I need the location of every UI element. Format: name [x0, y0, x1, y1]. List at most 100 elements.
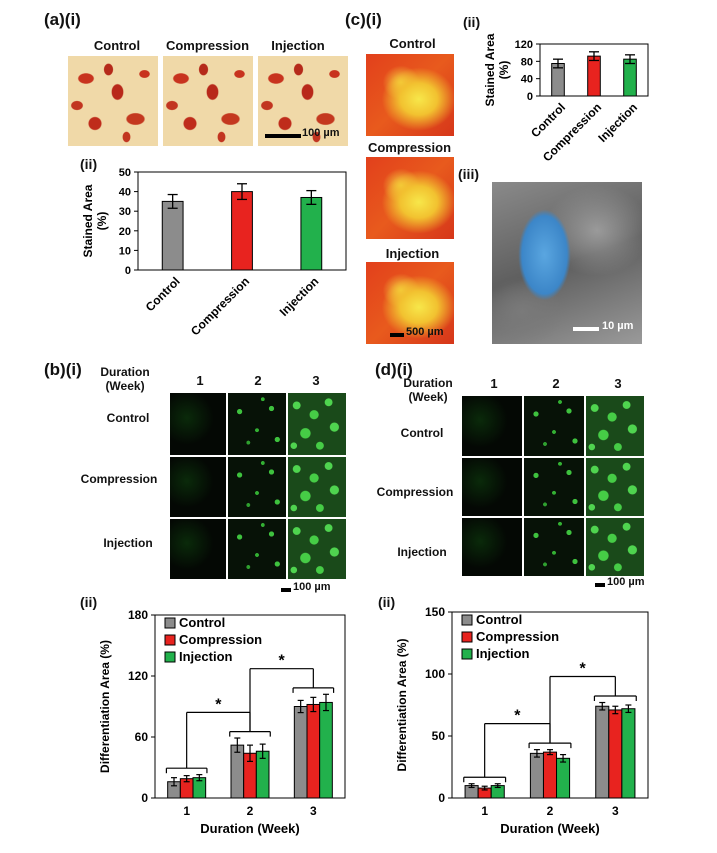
a-scale-bar — [265, 134, 301, 138]
b-ii-ytick-label: 0 — [141, 791, 148, 805]
c-ii-ytick-label: 40 — [521, 74, 533, 86]
d-ii-bar-compression-w3 — [608, 709, 623, 799]
c-ii-ytick-label: 80 — [521, 56, 533, 68]
c-ii-bar-compression — [587, 55, 601, 97]
c-micrograph-compression — [366, 157, 454, 239]
b-row-compression: Compression — [80, 472, 158, 486]
a-micrograph-control — [68, 56, 158, 146]
d-ii-legend-swatch-control — [461, 614, 473, 626]
d-ii-ytick-label: 100 — [425, 667, 445, 681]
d-ii-xtick-label: 3 — [612, 804, 619, 818]
d-ii-ytick-label: 0 — [438, 791, 445, 805]
c-title-control: Control — [389, 36, 436, 51]
c-title-injection: Injection — [385, 246, 440, 261]
d-col-3: 3 — [614, 376, 622, 391]
b-ii-sig-star: * — [215, 696, 222, 713]
panel-d-label: (d)(i) — [375, 360, 413, 379]
d-ii-sig-star: * — [514, 708, 521, 725]
d-image-compression-w2 — [524, 458, 584, 516]
d-ii-legend-label-control: Control — [476, 612, 522, 627]
d-ii-xlabel: Duration (Week) — [500, 821, 599, 836]
d-ii-legend-swatch-compression — [461, 631, 473, 643]
a-ii-label: (ii) — [80, 156, 98, 172]
a-ii-xtick-label: Injection — [277, 274, 322, 319]
a-ii-ytick-label: 50 — [119, 167, 131, 179]
a-micrograph-injection — [258, 56, 348, 146]
c-scale-text: 500 µm — [406, 326, 444, 338]
b-col-3: 3 — [312, 373, 320, 388]
b-ii-xtick-label: 1 — [183, 804, 190, 818]
b-ii-legend-swatch-injection — [164, 651, 176, 663]
a-ii-bar-injection — [300, 196, 323, 271]
d-image-injection-w1 — [462, 518, 522, 576]
c-ii-ytick-label: 120 — [515, 39, 533, 51]
d-image-injection-w2 — [524, 518, 584, 576]
d-image-compression-w3 — [586, 458, 644, 516]
c-iii-scale-text: 10 µm — [602, 320, 634, 332]
a-title-compression: Compression — [165, 38, 250, 53]
b-ii-bar-compression-w3 — [306, 703, 321, 799]
d-col-2: 2 — [552, 376, 560, 391]
c-title-compression: Compression — [367, 140, 452, 155]
b-image-control-w3 — [288, 393, 346, 455]
b-ii-legend-label-control: Control — [179, 615, 225, 630]
d-ii-legend-label-compression: Compression — [476, 629, 559, 644]
b-ii-sig-star: * — [279, 653, 286, 670]
d-ii-bar-control-w3 — [595, 705, 610, 799]
b-ii-legend-label-injection: Injection — [179, 649, 233, 664]
a-ii-bar-compression — [231, 191, 253, 271]
chart-b-ii: 0 60 120 180 1 2 3 * * Control Compression Injectio… — [98, 608, 346, 836]
b-ii-xtick-label: 3 — [310, 804, 317, 818]
d-ii-xtick-label: 2 — [547, 804, 554, 818]
b-col-2: 2 — [254, 373, 262, 388]
b-ii-label: (ii) — [80, 594, 98, 610]
b-col-1: 1 — [196, 373, 204, 388]
b-ii-xlabel: Duration (Week) — [200, 821, 299, 836]
d-scale-bar — [595, 583, 605, 587]
b-ii-ytick-label: 180 — [128, 608, 148, 622]
d-ii-sig-star: * — [580, 660, 587, 677]
b-ii-bar-injection-w3 — [319, 701, 333, 799]
b-ii-ytick-label: 120 — [128, 669, 148, 683]
b-image-injection-w1 — [170, 519, 226, 579]
a-scale-text: 100 µm — [302, 127, 340, 139]
a-ii-ylabel: Stained Area(%) — [81, 184, 109, 257]
d-image-compression-w1 — [462, 458, 522, 516]
b-image-compression-w1 — [170, 457, 226, 517]
d-row-injection: Injection — [397, 545, 447, 559]
b-image-compression-w3 — [288, 457, 346, 517]
b-ii-bar-control-w3 — [293, 706, 308, 799]
d-col-1: 1 — [490, 376, 498, 391]
c-micrograph-injection — [366, 262, 454, 344]
d-ii-ylabel: Differentiation Area (%) — [395, 639, 409, 772]
d-ii-ytick-label: 50 — [432, 729, 446, 743]
d-row-control: Control — [400, 426, 444, 440]
c-micrograph-control — [366, 54, 454, 136]
b-row-injection: Injection — [103, 536, 153, 550]
d-ii-label: (ii) — [378, 594, 396, 610]
d-ii-legend-label-injection: Injection — [476, 646, 530, 661]
panel-c-label: (c)(i) — [345, 10, 382, 29]
b-image-injection-w3 — [288, 519, 346, 579]
c-scale-bar — [390, 333, 404, 337]
a-title-injection: Injection — [271, 38, 325, 53]
a-ii-ytick-label: 30 — [119, 206, 131, 218]
a-ii-xtick-label: Control — [143, 274, 183, 314]
a-micrograph-compression — [163, 56, 253, 146]
b-ii-legend-swatch-compression — [164, 634, 176, 646]
b-image-compression-w2 — [228, 457, 286, 517]
b-image-control-w2 — [228, 393, 286, 455]
a-ii-ytick-label: 10 — [119, 245, 131, 257]
d-image-control-w2 — [524, 396, 584, 456]
d-ii-bar-compression-w2 — [542, 751, 558, 799]
c-sem-image — [492, 182, 642, 344]
c-ii-bar-injection — [623, 58, 637, 97]
b-ii-ylabel: Differentiation Area (%) — [98, 640, 112, 773]
a-title-control: Control — [93, 38, 141, 53]
c-iii-label: (iii) — [458, 166, 479, 182]
a-ii-ytick-label: 40 — [119, 187, 131, 199]
b-scale-bar — [281, 588, 291, 592]
chart-c-ii: 04080120ControlCompressionInjectionStain… — [483, 33, 649, 164]
d-scale-text: 100 µm — [607, 576, 645, 588]
panel-a-label: (a)(i) — [44, 10, 81, 29]
